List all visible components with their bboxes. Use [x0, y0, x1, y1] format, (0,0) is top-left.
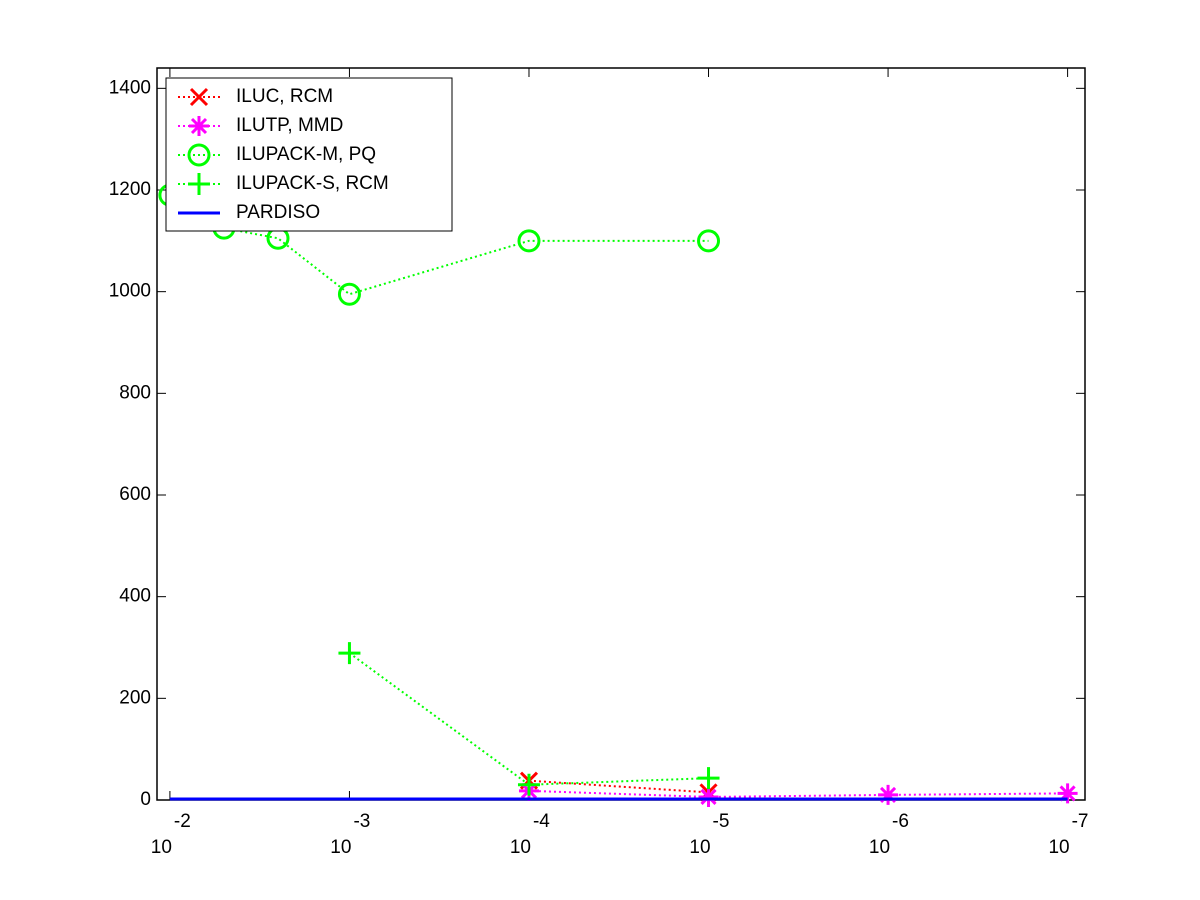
x-tick-label-exponent: -2: [174, 811, 191, 832]
data-point: [337, 282, 361, 306]
data-point: [517, 773, 540, 796]
y-tick-label: 400: [119, 586, 151, 607]
y-tick-label: 600: [119, 484, 151, 505]
legend-marker: [189, 116, 209, 136]
data-point: [697, 767, 720, 790]
data-point: [517, 229, 541, 253]
legend-marker: [189, 87, 209, 107]
y-tick-label: 1400: [109, 77, 151, 98]
legend-marker: [188, 173, 210, 195]
y-tick-label: 800: [119, 382, 151, 403]
y-tick-label: 1200: [109, 179, 151, 200]
data-point: [338, 642, 361, 665]
data-point: [878, 784, 899, 805]
x-tick-label-base: 10: [330, 837, 351, 858]
x-tick-label-base: 10: [510, 837, 531, 858]
y-tick-label: 0: [140, 789, 151, 810]
data-point: [697, 229, 721, 253]
x-tick-label-base: 10: [689, 837, 710, 858]
y-tick-label: 200: [119, 687, 151, 708]
data-point: [698, 786, 719, 807]
legend-label: ILUTP, MMD: [236, 115, 343, 136]
x-tick-label-exponent: -4: [533, 811, 550, 832]
x-tick-label-base: 10: [151, 837, 172, 858]
legend: ILUC, RCM ILUTP, MMD ILUPACK-M, PQ ILUPACK-…: [165, 77, 453, 232]
series-line: [169, 194, 709, 296]
legend-label: ILUPACK-M, PQ: [236, 144, 376, 165]
x-tick-label-base: 10: [869, 837, 890, 858]
x-tick-label-exponent: -5: [713, 811, 730, 832]
x-tick-label-base: 10: [1048, 837, 1069, 858]
x-tick-label-exponent: -3: [353, 811, 370, 832]
legend-marker: [187, 143, 211, 167]
legend-label: ILUPACK-S, RCM: [236, 173, 389, 194]
legend-label: ILUC, RCM: [236, 86, 333, 107]
data-point: [1057, 783, 1078, 804]
y-tick-label: 1000: [109, 281, 151, 302]
x-tick-label-exponent: -7: [1072, 811, 1089, 832]
x-tick-label-exponent: -6: [892, 811, 909, 832]
legend-label: PARDISO: [236, 202, 320, 223]
